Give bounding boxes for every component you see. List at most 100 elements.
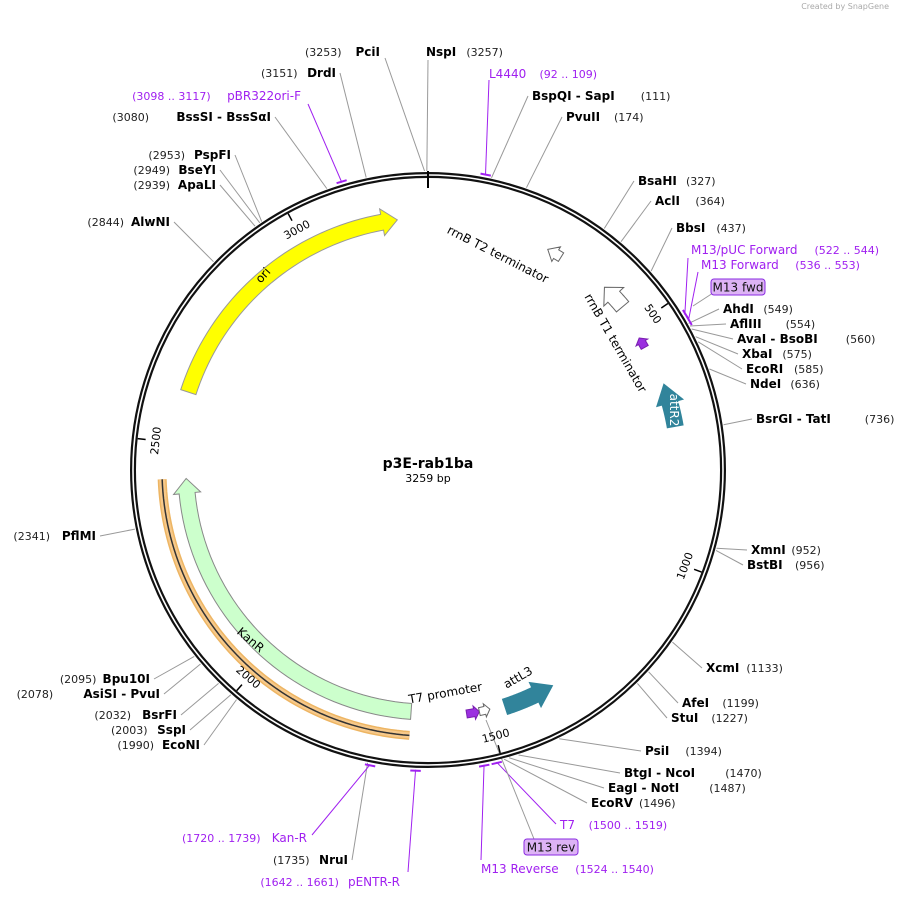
- enzyme-name: AsiSI - PvuI: [83, 687, 160, 701]
- enzyme-site-drdi: DrdI (3151): [261, 66, 336, 80]
- enzyme-name: XcmI: [706, 661, 739, 675]
- enzyme-name: AfeI: [682, 696, 709, 710]
- enzyme-site-nrui: NruI (1735): [273, 853, 348, 867]
- primer-name: Kan-R: [272, 831, 307, 845]
- enzyme-position: (1394): [685, 745, 722, 758]
- tick-mark: [236, 684, 243, 692]
- enzyme-site-ecorv: EcoRV (1496): [591, 796, 676, 810]
- enzyme-position: (437): [716, 222, 746, 235]
- enzyme-site-bsssi: BssSI - BssSαI (3080): [112, 110, 271, 124]
- enzyme-site-bstbi: BstBI (956): [747, 558, 825, 572]
- enzyme-position: (585): [794, 363, 824, 376]
- enzyme-leader-line: [695, 336, 739, 355]
- enzyme-position: (1227): [711, 712, 748, 725]
- m13-rev-box-leader: [485, 719, 535, 840]
- enzyme-site-alwni: AlwNI (2844): [87, 215, 170, 229]
- enzyme-position: (575): [782, 348, 812, 361]
- enzyme-site-ecori: EcoRI (585): [746, 362, 824, 376]
- attr2-label: attR2: [667, 394, 681, 427]
- enzyme-leader-line: [723, 418, 753, 426]
- enzyme-site-xmni: XmnI (952): [751, 543, 821, 557]
- enzyme-position: (2032): [94, 709, 131, 722]
- enzyme-name: AvaI - BsoBI: [737, 332, 818, 346]
- primer-name: M13/pUC Forward: [691, 243, 798, 257]
- primer-m13-reverse: M13 Reverse (1524 .. 1540): [481, 862, 654, 876]
- enzyme-leader-line: [503, 758, 588, 804]
- enzyme-leader-line: [99, 528, 136, 537]
- primer-leader-line: [407, 769, 417, 873]
- terminator-small-arrow: [635, 337, 650, 351]
- primer-name: L4440: [489, 67, 526, 81]
- enzyme-position: (2341): [13, 530, 50, 543]
- primer-leader-line: [687, 271, 699, 322]
- enzyme-leader-line: [518, 754, 621, 774]
- attl3-label: attL3: [501, 664, 535, 692]
- primer-pentr-r: pENTR-R (1642 .. 1661): [260, 875, 400, 889]
- enzyme-position: (636): [790, 378, 820, 391]
- primer-kan-r: Kan-R (1720 .. 1739): [182, 831, 307, 845]
- enzyme-name: EcoNI: [162, 738, 200, 752]
- primer-leader-line: [311, 764, 371, 836]
- enzyme-leader-line: [672, 641, 703, 669]
- enzyme-name: EagI - NotI: [608, 781, 679, 795]
- enzyme-site-sspi: SspI (2003): [111, 723, 186, 737]
- primer-range: (3098 .. 3117): [132, 90, 211, 103]
- enzyme-name: BsrGI - TatI: [756, 412, 831, 426]
- enzyme-leader-line: [688, 308, 720, 324]
- m13-fwd-box: [710, 278, 766, 296]
- enzyme-name: NspI: [426, 45, 456, 59]
- enzyme-site-econi: EcoNI (1990): [117, 738, 200, 752]
- enzyme-name: XmnI: [751, 543, 786, 557]
- enzyme-name: BssSI - BssSαI: [176, 110, 271, 124]
- enzyme-site-xcmi: XcmI (1133): [706, 661, 783, 675]
- primer-leader-line: [684, 257, 689, 315]
- enzyme-position: (1133): [746, 662, 783, 675]
- enzyme-name: BspQI - SapI: [532, 89, 615, 103]
- enzyme-site-btgi: BtgI - NcoI (1470): [624, 766, 762, 780]
- enzyme-name: PspFI: [194, 148, 231, 162]
- enzyme-position: (2939): [133, 179, 170, 192]
- enzyme-site-bsrgi: BsrGI - TatI (736): [756, 412, 894, 426]
- primer-leader-line: [480, 764, 485, 861]
- primer-m13-forward: M13 Forward (536 .. 553): [701, 258, 860, 272]
- enzyme-leader-line: [219, 184, 256, 227]
- enzyme-site-ahdi: AhdI (549): [723, 302, 793, 316]
- enzyme-position: (1735): [273, 854, 310, 867]
- enzyme-name: BbsI: [676, 221, 705, 235]
- enzyme-name: SspI: [157, 723, 186, 737]
- primer-range: (92 .. 109): [540, 68, 598, 81]
- enzyme-position: (560): [846, 333, 876, 346]
- enzyme-leader-line: [180, 683, 219, 716]
- m13-fwd-box-label: M13 fwd: [713, 281, 764, 295]
- attr2-arrow: [656, 383, 685, 429]
- primer-range: (1642 .. 1661): [260, 876, 339, 889]
- ori-arrow: [180, 207, 399, 396]
- enzyme-site-bpu10i: Bpu10I (2095): [60, 672, 150, 686]
- primer-leader-line: [484, 79, 490, 176]
- enzyme-leader-line: [603, 180, 635, 229]
- enzyme-position: (736): [865, 413, 895, 426]
- enzyme-position: (2953): [148, 149, 185, 162]
- enzyme-site-pcii: PciI (3253): [305, 45, 380, 59]
- enzyme-position: (3080): [112, 111, 149, 124]
- m13-rev-box: [523, 838, 579, 856]
- tick-label: 3000: [282, 217, 313, 242]
- enzyme-site-pspfi: PspFI (2953): [148, 148, 231, 162]
- enzyme-name: BseYI: [178, 163, 216, 177]
- enzyme-position: (3257): [466, 46, 503, 59]
- enzyme-site-apali: ApaLI (2939): [133, 178, 216, 192]
- enzyme-name: BsaHI: [638, 174, 677, 188]
- enzyme-leader-line: [709, 368, 747, 385]
- enzyme-position: (3151): [261, 67, 298, 80]
- enzyme-leader-line: [163, 663, 201, 695]
- enzyme-leader-line: [648, 671, 679, 704]
- enzyme-leader-line: [234, 154, 263, 222]
- enzyme-site-bsahi: BsaHI (327): [638, 174, 716, 188]
- enzyme-leader-line: [689, 323, 727, 327]
- m13-fwd-box-leader: [692, 292, 714, 307]
- enzyme-name: PvuII: [566, 110, 600, 124]
- enzyme-position: (952): [791, 544, 821, 557]
- enzyme-name: NruI: [319, 853, 348, 867]
